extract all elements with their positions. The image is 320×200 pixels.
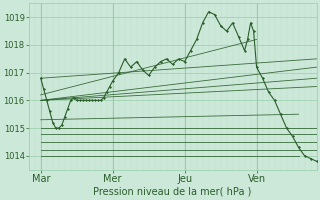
- X-axis label: Pression niveau de la mer( hPa ): Pression niveau de la mer( hPa ): [93, 187, 252, 197]
